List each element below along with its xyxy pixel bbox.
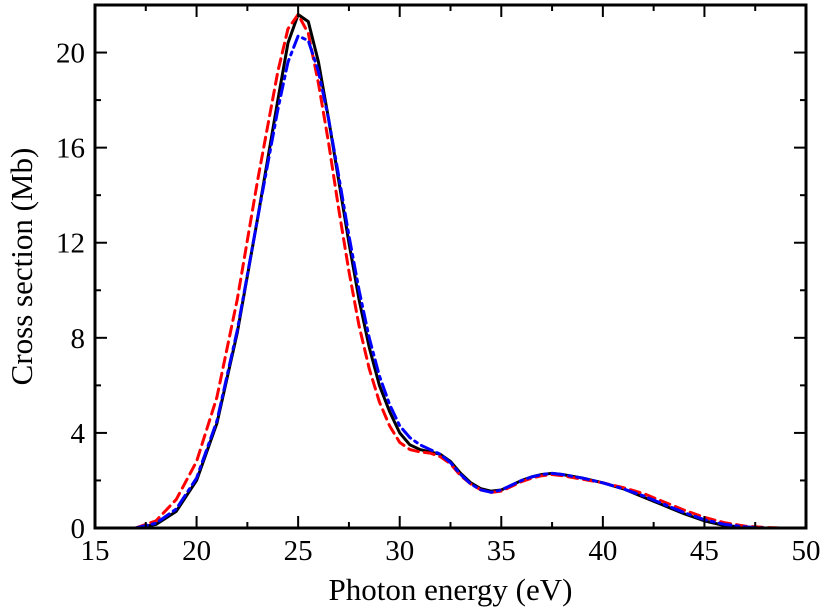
x-tick-label: 30 [385, 535, 414, 567]
x-tick-label: 35 [487, 535, 516, 567]
y-tick-label: 16 [56, 133, 85, 165]
series-line-3-dash-dot [134, 34, 767, 530]
plot-frame [93, 3, 808, 530]
y-tick-label: 12 [56, 228, 85, 260]
x-tick-label: 20 [182, 535, 211, 567]
series-line-1-solid [134, 13, 767, 530]
y-tick-label: 4 [71, 418, 86, 450]
y-tick-label: 0 [71, 513, 86, 545]
x-axis-title: Photon energy (eV) [329, 572, 573, 607]
x-tick-label: 45 [690, 535, 719, 567]
y-axis-title: Cross section (Mb) [4, 148, 39, 386]
x-tick-label: 40 [588, 535, 617, 567]
series-layer [134, 13, 788, 530]
ticks-layer [94, 5, 807, 529]
y-tick-label: 20 [56, 38, 85, 70]
x-tick-label: 15 [81, 535, 110, 567]
x-tick-label: 25 [284, 535, 313, 567]
x-tick-label: 50 [792, 535, 821, 567]
labels-layer: 15 20 25 30 35 40 45 50 0 4 8 12 16 20 [56, 38, 821, 567]
series-line-2-dashed [134, 13, 788, 530]
y-tick-label: 8 [71, 323, 86, 355]
